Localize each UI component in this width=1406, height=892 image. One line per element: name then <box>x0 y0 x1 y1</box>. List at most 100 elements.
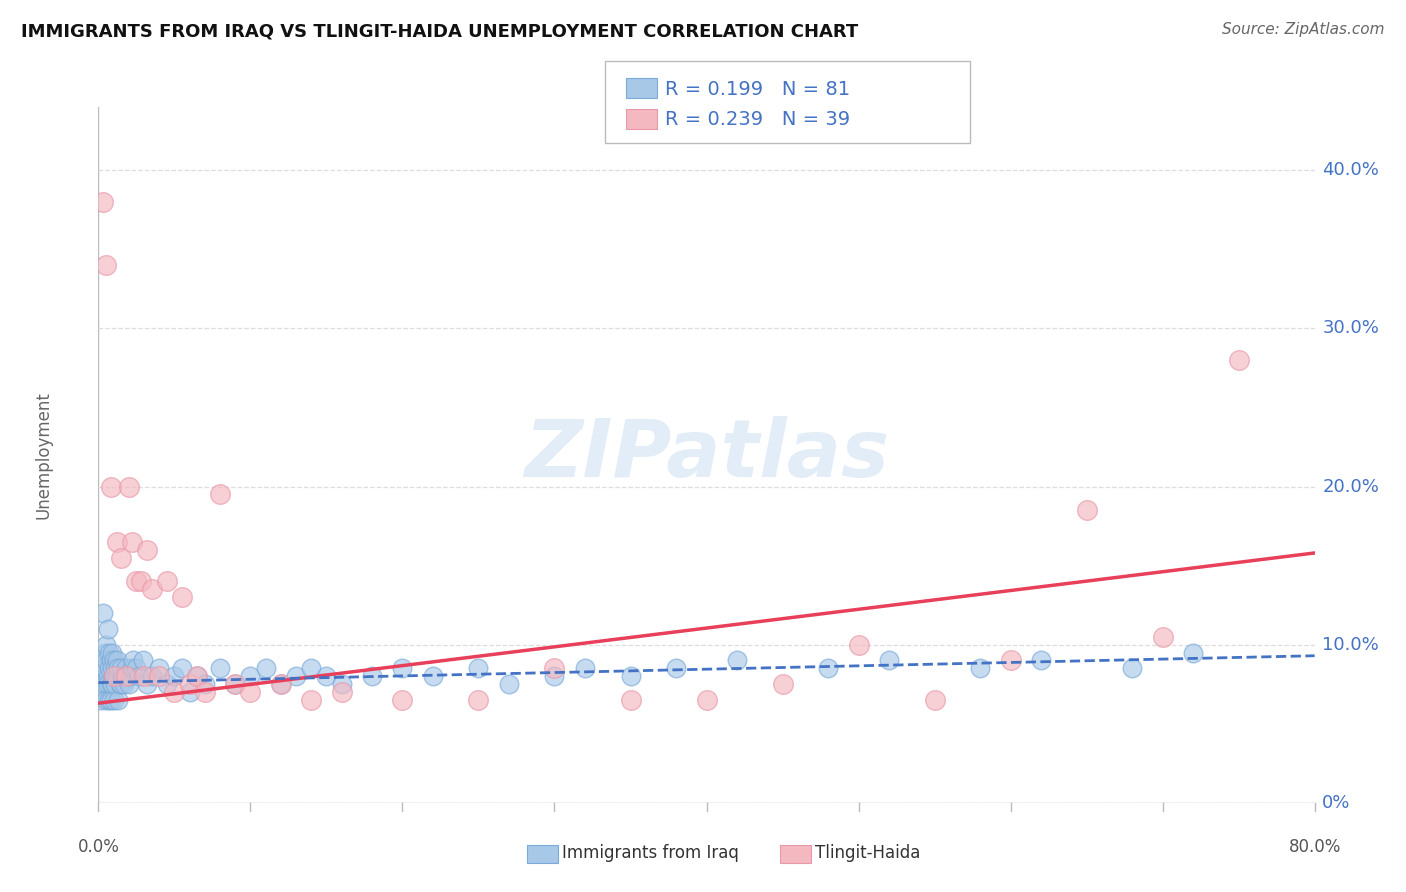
Point <box>194 677 217 691</box>
Point <box>239 669 262 683</box>
Point <box>1076 503 1098 517</box>
Text: 0.0%: 0.0% <box>77 838 120 855</box>
Point <box>104 661 127 675</box>
Point <box>239 685 262 699</box>
Point <box>270 677 292 691</box>
Point <box>89 669 111 683</box>
Point <box>94 693 117 707</box>
Point <box>104 677 127 691</box>
Point <box>391 693 413 707</box>
Point <box>118 479 141 493</box>
Point <box>467 661 489 675</box>
Text: 10.0%: 10.0% <box>1322 636 1379 654</box>
Point <box>131 653 153 667</box>
Point <box>107 693 129 707</box>
Point <box>132 669 155 683</box>
Text: IMMIGRANTS FROM IRAQ VS TLINGIT-HAIDA UNEMPLOYMENT CORRELATION CHART: IMMIGRANTS FROM IRAQ VS TLINGIT-HAIDA UN… <box>21 22 858 40</box>
Point <box>574 661 596 675</box>
Point <box>422 669 444 683</box>
Point <box>186 669 208 683</box>
Point <box>877 653 900 667</box>
Point <box>103 669 125 683</box>
Point <box>98 661 121 675</box>
Point <box>148 661 170 675</box>
Text: 80.0%: 80.0% <box>1288 838 1341 855</box>
Point <box>619 669 641 683</box>
Text: R = 0.199   N = 81: R = 0.199 N = 81 <box>665 79 851 99</box>
Point <box>93 661 115 675</box>
Point <box>107 661 129 675</box>
Text: 0%: 0% <box>1322 794 1351 812</box>
Point <box>170 591 193 605</box>
Point <box>285 669 308 683</box>
Point <box>817 661 839 675</box>
Point <box>1121 661 1143 675</box>
Point <box>110 661 132 675</box>
Point <box>1029 653 1052 667</box>
Point <box>96 669 118 683</box>
Point <box>120 669 142 683</box>
Point <box>330 685 353 699</box>
Point <box>101 646 124 660</box>
Point <box>128 669 150 683</box>
Point <box>100 677 122 691</box>
Point <box>121 534 143 549</box>
Point <box>105 534 128 549</box>
Text: 30.0%: 30.0% <box>1322 319 1379 337</box>
Point <box>100 479 122 493</box>
Point <box>101 661 124 675</box>
Point <box>254 661 277 675</box>
Text: ZIPatlas: ZIPatlas <box>524 416 889 494</box>
Point <box>93 646 115 660</box>
Point <box>103 693 125 707</box>
Point <box>125 661 148 675</box>
Point <box>848 638 870 652</box>
Point <box>543 669 565 683</box>
Text: Source: ZipAtlas.com: Source: ZipAtlas.com <box>1222 22 1385 37</box>
Point <box>110 550 132 565</box>
Point <box>108 677 131 691</box>
Point <box>141 582 163 597</box>
Point <box>1227 353 1250 368</box>
Point <box>1182 646 1205 660</box>
Point <box>543 661 565 675</box>
Point <box>96 622 118 636</box>
Point <box>1152 630 1174 644</box>
Point <box>299 693 322 707</box>
Text: Tlingit-Haida: Tlingit-Haida <box>815 844 921 862</box>
Point <box>315 669 337 683</box>
Point <box>94 258 117 272</box>
Point <box>101 677 124 691</box>
Point <box>270 677 292 691</box>
Point <box>90 693 112 707</box>
Point <box>163 685 186 699</box>
Point <box>114 661 136 675</box>
Point <box>122 653 145 667</box>
Point <box>117 669 139 683</box>
Point <box>619 693 641 707</box>
Point <box>498 677 520 691</box>
Point <box>391 661 413 675</box>
Point <box>94 638 117 652</box>
Point <box>224 677 246 691</box>
Point <box>100 693 122 707</box>
Point <box>179 685 201 699</box>
Point <box>467 693 489 707</box>
Point <box>163 669 186 683</box>
Point <box>91 685 114 699</box>
Point <box>209 661 232 675</box>
Point <box>91 606 114 620</box>
Point <box>772 677 794 691</box>
Point <box>100 653 122 667</box>
Point <box>141 669 163 683</box>
Point <box>186 669 208 683</box>
Point <box>114 669 136 683</box>
Point <box>129 574 152 589</box>
Point <box>110 677 132 691</box>
Point <box>103 669 125 683</box>
Point <box>125 574 148 589</box>
Point <box>118 677 141 691</box>
Point <box>361 669 384 683</box>
Point <box>136 677 159 691</box>
Point <box>93 677 115 691</box>
